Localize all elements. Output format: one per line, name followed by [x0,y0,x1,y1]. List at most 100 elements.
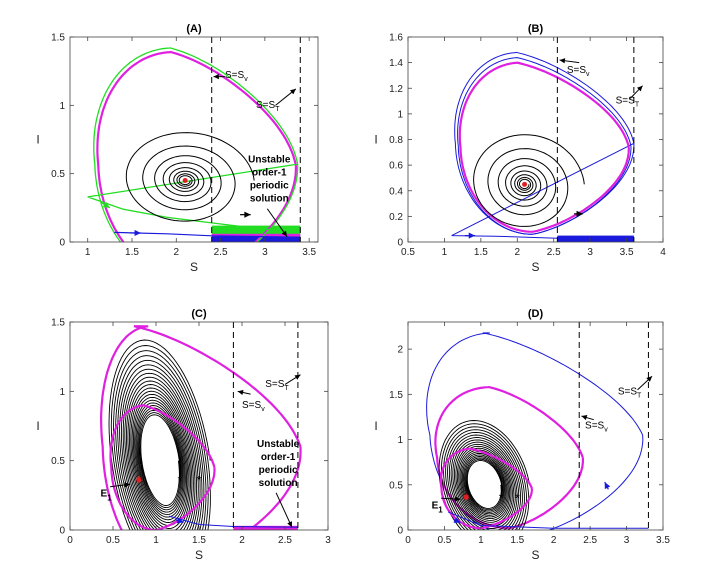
y-tick-label: 0 [59,238,65,249]
y-tick-label: 1.5 [51,318,65,329]
x-axis-label: S [195,548,203,562]
x-axis-label: S [531,260,539,274]
annotation-line-0: Unstable [248,155,291,166]
direction-arrow-head-0 [604,482,611,490]
x-tick-label: 2.5 [278,535,292,546]
y-tick-label: 1 [59,101,65,112]
threshold-label-sub: T [637,392,642,399]
panel-a: S=SvS=STUnstableorder-1periodicsolution1… [36,23,319,274]
series-black-spiral [125,132,255,222]
annotation-arrow-head [281,230,287,237]
equilibrium-point [522,181,528,187]
y-axis-label: I [36,419,39,433]
threshold-arrow-head-1 [646,376,653,382]
threshold-arrow-head-0 [237,389,244,396]
y-tick-label: 0.5 [51,169,65,180]
x-tick-label: 2 [515,247,521,258]
annotation-line-3: solution [259,478,298,489]
y-tick-label: 1.2 [389,84,403,95]
y-tick-label: 0.4 [389,186,403,197]
y-axis-label: I [374,419,377,433]
series-magenta-limit-cycle [458,61,630,233]
threshold-label-1: S=ST [256,100,280,113]
equilibrium-point [136,477,142,483]
equilibrium-label-main: E [101,489,108,500]
x-axis-label: S [190,260,198,274]
equilibrium-label: E1 [432,500,444,514]
series-magenta-outer-cycle [434,385,584,530]
series-magenta-limit-cycle [96,50,297,242]
y-tick-label: 1.5 [389,390,403,401]
x-tick-label: 2 [551,535,557,546]
y-axis-label: I [374,133,377,147]
equilibrium-point [182,178,188,183]
plot-area: * * * [426,332,649,530]
threshold-label-main: S=S [265,379,285,390]
panel-title: (B) [528,23,544,35]
threshold-label-sub: v [261,406,265,413]
threshold-label-0: S=Sv [567,65,590,78]
threshold-label-main: S=S [618,386,638,397]
threshold-label-sub: T [275,106,280,113]
threshold-label-sub: v [604,427,608,434]
threshold-label-sub: T [635,102,640,109]
threshold-arrow-head-0 [559,58,566,64]
band-0 [233,525,298,530]
direction-arrow-head-1 [576,210,583,217]
x-tick-label: 4 [660,247,666,258]
band-1 [211,235,301,242]
threshold-label-0: S=Sv [242,400,265,413]
threshold-arrow-head-1 [636,85,643,92]
x-tick-label: 3.5 [302,247,316,258]
y-tick-label: 0.2 [389,212,403,223]
plot-area: * * * [99,325,302,530]
x-tick-label: 3 [587,247,593,258]
direction-arrow-head-0 [102,201,110,208]
x-tick-label: 2.5 [547,247,561,258]
equilibrium-label-sub: 1 [107,494,112,503]
y-tick-label: 0 [397,238,403,249]
panel-title: (C) [191,308,207,320]
x-tick-label: 2 [239,535,245,546]
equilibrium-arrow-head [124,482,131,488]
threshold-label-1: S=ST [616,96,640,109]
y-tick-label: 1 [59,387,65,398]
star-marker-2: * [196,473,201,488]
plot-area [87,47,301,242]
x-tick-label: 3.5 [620,247,634,258]
y-tick-label: 1 [397,109,403,120]
direction-arrow-head-1 [453,517,461,523]
x-tick-label: 1.5 [192,535,206,546]
annotation-line-1: order-1 [261,452,296,463]
threshold-arrow-head-0 [581,415,588,421]
star-marker-0: * [464,490,469,505]
y-tick-label: 1.5 [51,33,65,44]
series-black-spiral-outward [438,420,531,530]
axes-box [69,36,319,243]
equilibrium-label-sub: 1 [438,505,443,514]
threshold-label-1: S=ST [618,386,642,399]
equilibrium-arrow-head [454,496,461,502]
threshold-label-sub: v [244,76,248,83]
direction-arrow-head-1 [134,229,141,237]
threshold-label-main: S=S [242,400,262,411]
y-tick-label: 0.5 [389,480,403,491]
series-blue-orbit [168,515,298,528]
x-tick-label: 1 [85,247,91,258]
x-tick-label: 1.5 [125,247,139,258]
panel-title: (A) [186,23,202,35]
series-magenta-inner-cycle [439,447,533,530]
annotation-line-0: Unstable [257,439,300,450]
x-tick-label: 1.5 [510,535,524,546]
y-axis-label: I [36,133,39,147]
threshold-arrow-head-0 [213,74,219,80]
axes-box [407,321,664,531]
x-tick-label: 3 [325,535,331,546]
star-marker-0: * [136,473,141,488]
x-tick-label: 2 [174,247,180,258]
direction-arrow-head-0 [468,232,476,239]
annotation-line-2: periodic [250,181,289,192]
threshold-arrow-head-1 [294,374,301,380]
